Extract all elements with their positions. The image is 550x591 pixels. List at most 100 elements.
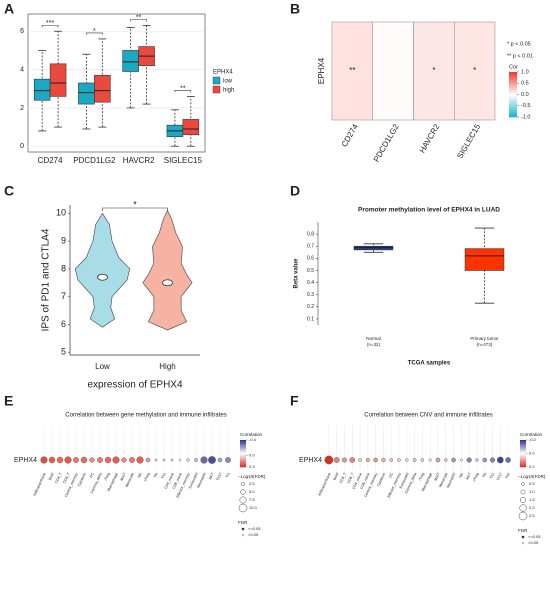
x-tick-label: CD4_T xyxy=(54,471,63,484)
panel-letter: D xyxy=(290,183,300,199)
x-tick-label: Tfh xyxy=(482,472,488,478)
x-tick-label: NK xyxy=(137,472,143,479)
panel-letter: A xyxy=(4,1,14,17)
x-tick-label: PDCD1LG2 xyxy=(372,122,401,164)
x-tick-label: Neutrophil xyxy=(196,472,207,489)
colorbar-step xyxy=(240,440,246,442)
colorbar-step xyxy=(509,85,517,88)
colorbar-step xyxy=(509,99,517,101)
colorbar-step xyxy=(520,460,526,462)
dot xyxy=(217,457,223,463)
dot xyxy=(389,458,394,462)
title: Correlation between gene methylation and… xyxy=(65,413,226,419)
dot xyxy=(186,458,190,462)
colorbar-step xyxy=(509,88,517,91)
sig-bracket xyxy=(130,19,147,22)
colorbar-step xyxy=(240,461,246,463)
x-tick-label: iTreg xyxy=(104,472,111,481)
fdr-key xyxy=(241,533,245,537)
colorbar-step xyxy=(520,443,526,445)
colorbar-step xyxy=(509,97,517,100)
colorbar-step xyxy=(240,462,246,464)
x-axis-label: TCGA samples xyxy=(408,361,451,367)
colorbar-step xyxy=(240,451,246,453)
colorbar-step xyxy=(509,82,517,85)
size-label: 7.5 xyxy=(249,497,255,502)
x-tick-label: Normal xyxy=(366,336,381,341)
x-tick-label: Bcell xyxy=(48,472,55,481)
sig-bracket xyxy=(86,32,103,35)
x-tick-label: CD8_naive xyxy=(359,472,370,490)
dot xyxy=(428,458,432,462)
heat-cell xyxy=(454,21,496,121)
size-label: 1.0 xyxy=(529,489,535,494)
x-tick-label: Th17 xyxy=(216,472,223,481)
median-point xyxy=(97,273,108,281)
dot xyxy=(73,457,79,463)
row-label: EPHX4 xyxy=(14,457,37,464)
colorbar-step xyxy=(520,450,526,452)
colorbar-step xyxy=(509,81,517,83)
sig-bracket xyxy=(174,90,192,93)
y-tick-label: 4 xyxy=(20,66,24,73)
box xyxy=(94,75,111,103)
legend-label: low xyxy=(223,79,233,85)
box xyxy=(78,82,95,105)
note: ** p < 0.01 xyxy=(507,53,533,59)
y-tick-label: 0.2 xyxy=(307,304,314,310)
colorbar-label: 0.5 xyxy=(521,81,529,87)
colorbar-step xyxy=(509,73,517,76)
fdr-key xyxy=(241,527,245,531)
dot xyxy=(381,457,386,463)
colorbar-step xyxy=(520,461,526,463)
x-tick-label: DC xyxy=(89,472,95,479)
x-tick-label: CD4_naive xyxy=(164,472,175,490)
legend-title: EPHX4 xyxy=(213,70,233,76)
colorbar-step xyxy=(509,75,517,77)
colorbar-step xyxy=(509,111,517,113)
x-tick-label: HAVCR2 xyxy=(418,122,442,155)
legend-title: FDR xyxy=(518,528,528,533)
dot xyxy=(104,456,112,464)
dot xyxy=(225,457,231,463)
sig-label: ** xyxy=(136,14,142,21)
colorbar-step xyxy=(520,459,526,461)
size-label: 10.0 xyxy=(249,505,258,510)
colorbar-step xyxy=(520,446,526,449)
size-key xyxy=(239,496,247,504)
dot xyxy=(333,457,340,463)
box xyxy=(464,248,505,271)
fdr-label: <=0.05 xyxy=(248,526,261,531)
dot xyxy=(40,456,48,464)
dot xyxy=(200,456,208,464)
colorbar-step xyxy=(240,444,246,446)
colorbar-step xyxy=(509,93,517,95)
x-tick-label: Neutrophil xyxy=(446,472,457,489)
colorbar-step xyxy=(240,458,246,460)
violin xyxy=(142,209,193,331)
y-axis-label: Beta value xyxy=(294,258,300,289)
size-label: 2.5 xyxy=(529,513,535,518)
x-tick-label: Tfh xyxy=(153,472,159,478)
colorbar-step xyxy=(509,105,517,107)
x-tick-label: Th2 xyxy=(505,472,511,479)
sig-label: * xyxy=(93,28,96,35)
dot xyxy=(208,456,216,464)
colorbar-step xyxy=(520,453,526,455)
colorbar-step xyxy=(240,446,246,449)
y-tick-label: 8 xyxy=(61,263,66,273)
size-label: 5.0 xyxy=(249,489,255,494)
colorbar-label: 0.0 xyxy=(529,451,535,456)
colorbar-step xyxy=(240,442,246,444)
colorbar-step xyxy=(509,91,517,94)
y-tick-label: 9 xyxy=(61,235,66,245)
x-tick-label: CD4_T xyxy=(339,471,348,484)
colorbar-step xyxy=(509,108,517,110)
dot xyxy=(170,458,174,462)
colorbar-step xyxy=(520,458,526,460)
legend-title: Correlation xyxy=(240,432,263,437)
dot xyxy=(48,456,56,464)
x-tick-sublabel: (n=473) xyxy=(477,342,493,347)
dot xyxy=(194,458,198,462)
colorbar-step xyxy=(240,445,246,448)
